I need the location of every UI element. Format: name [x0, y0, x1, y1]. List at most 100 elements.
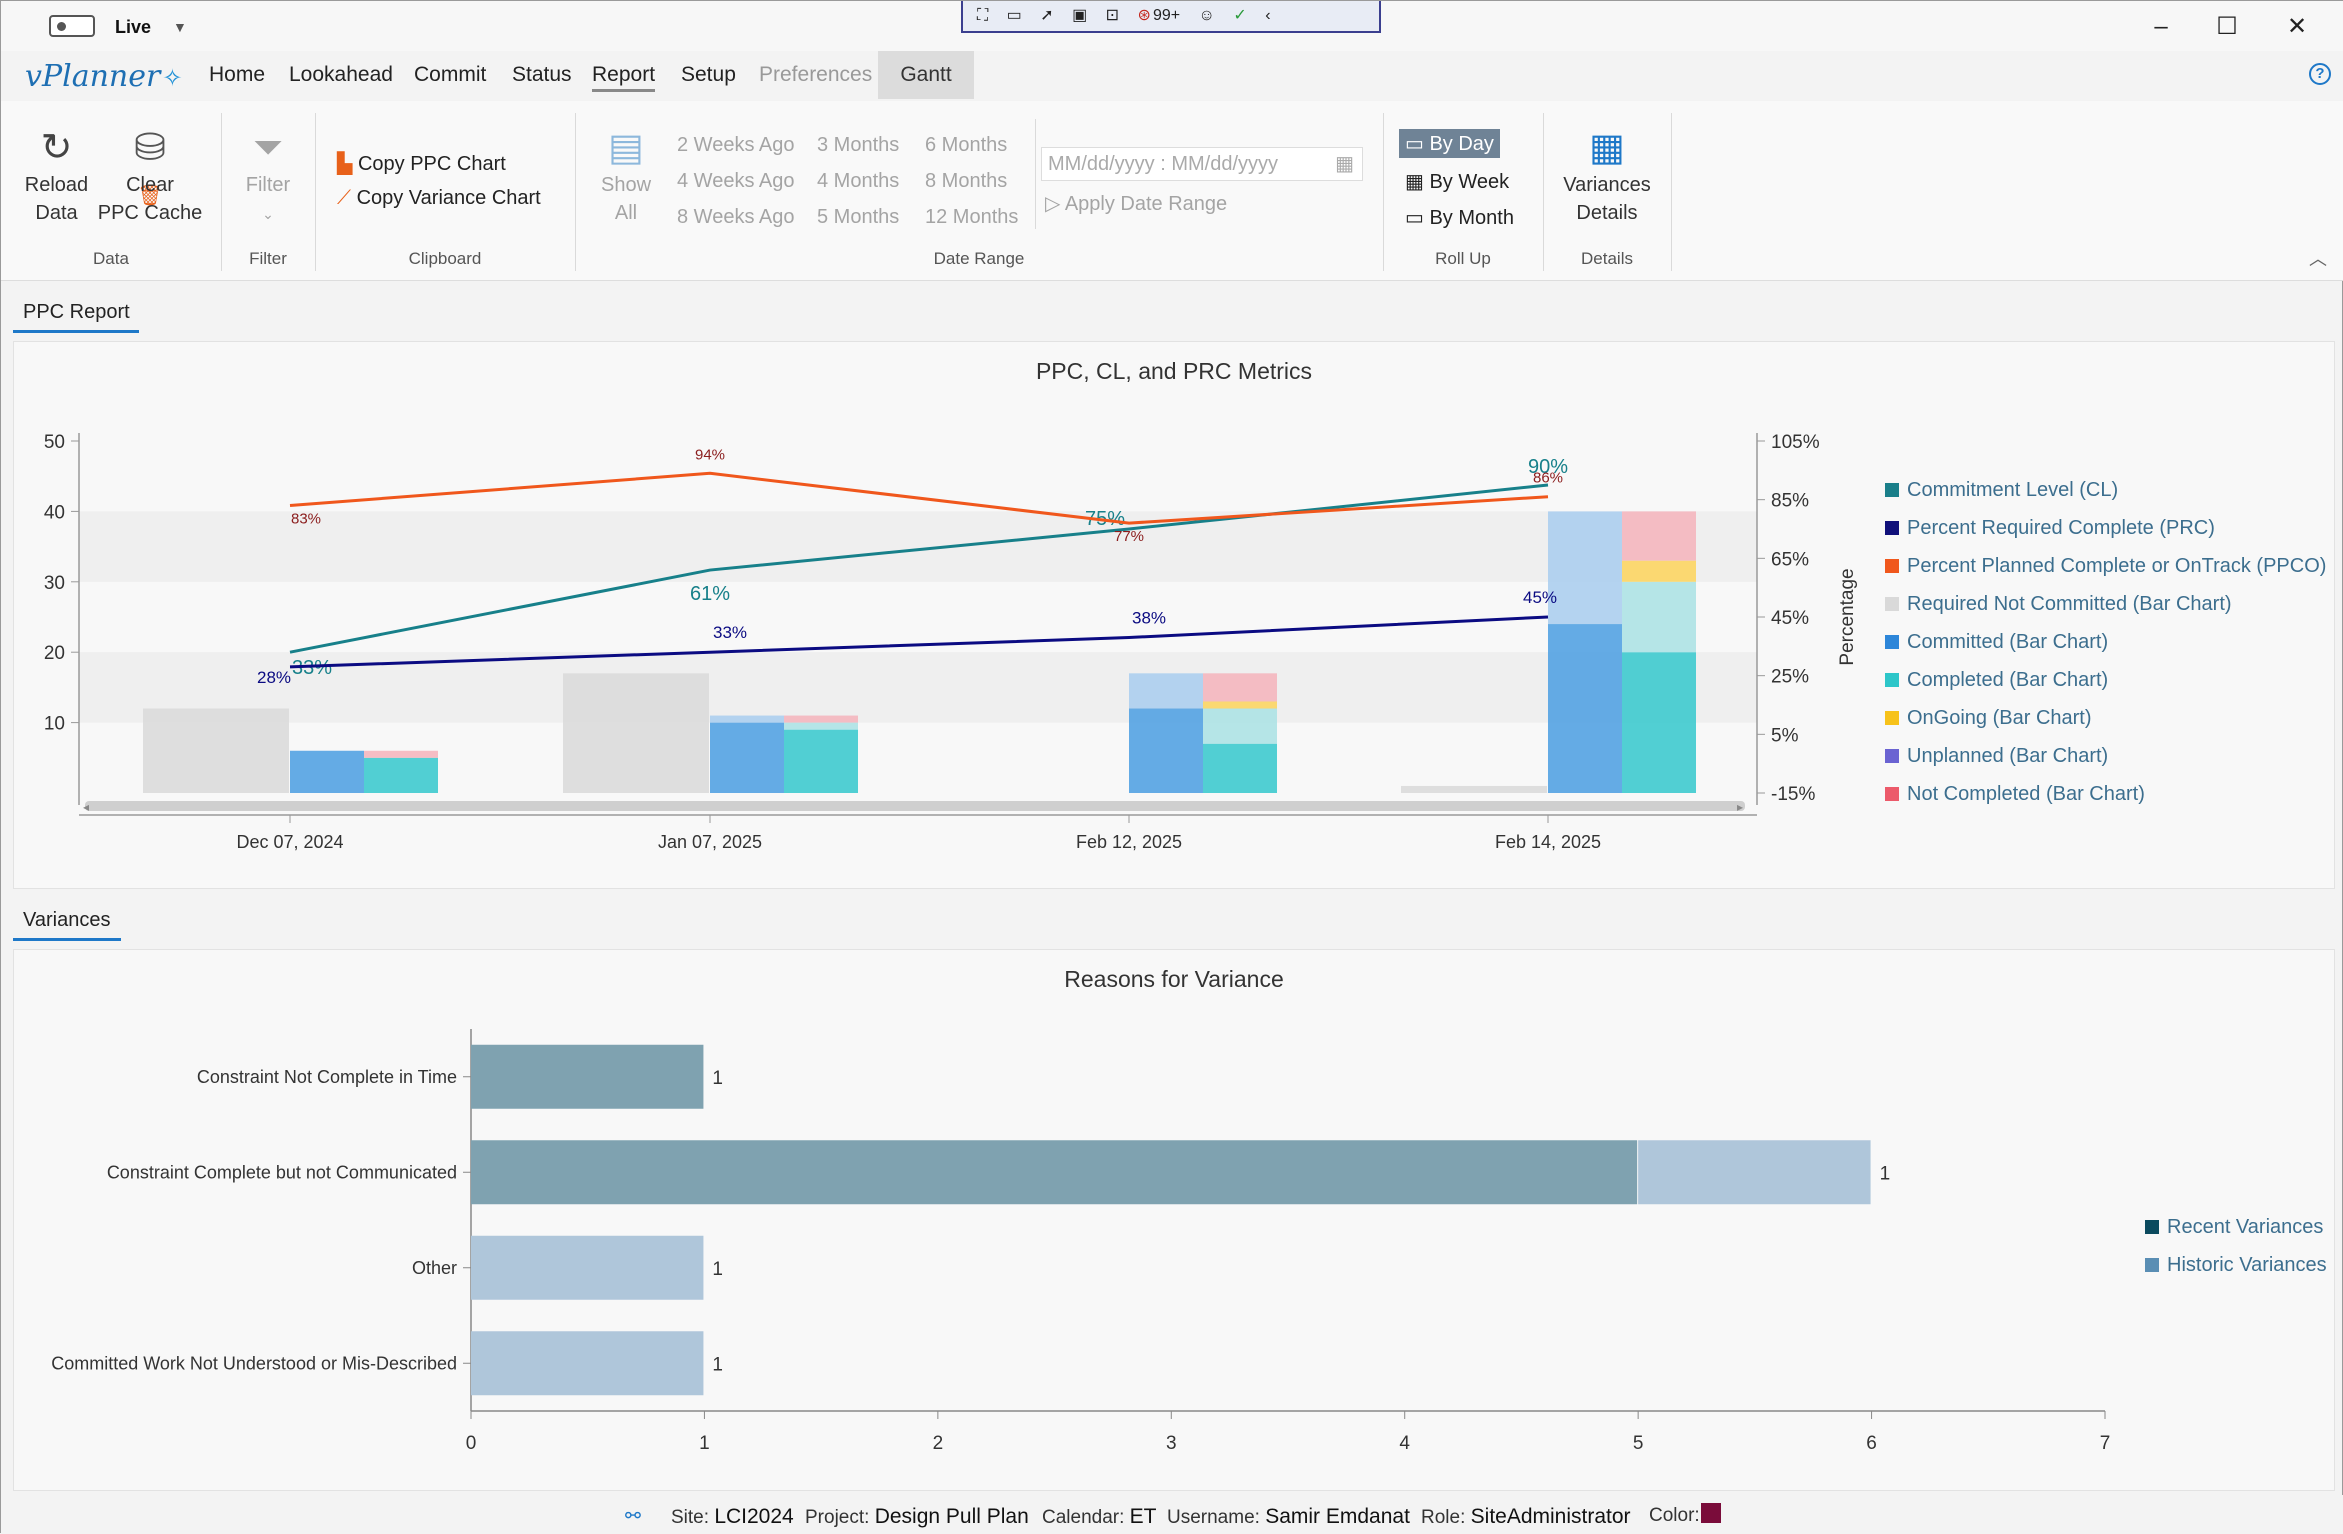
maximize-button[interactable]: ☐: [2216, 13, 2238, 40]
variance-bar: [1638, 1140, 1871, 1205]
bar-segment: [1203, 743, 1277, 793]
plot-band: [79, 511, 1757, 582]
live-toggle[interactable]: [29, 15, 109, 39]
legend-item[interactable]: Not Completed (Bar Chart): [1885, 783, 2145, 806]
legend-item[interactable]: Committed (Bar Chart): [1885, 631, 2108, 654]
menu-gantt[interactable]: Gantt: [878, 51, 974, 99]
check-icon[interactable]: ✓: [1233, 7, 1247, 24]
tab-variances[interactable]: Variances: [23, 909, 111, 931]
series-line: [289, 615, 1549, 669]
rollup-by-day[interactable]: ▭ By Day: [1399, 129, 1500, 158]
collapse-arrow-icon[interactable]: ‹: [1265, 7, 1271, 24]
ppc-chart: 10 20 30 40 50 105% 85% 65% 45% 25% 5% -15% Percenta…: [44, 432, 1858, 852]
apply-date-range-button: ▷ Apply Date Range: [1045, 191, 1227, 216]
inspect-icon[interactable]: ⊡: [1105, 7, 1120, 24]
legend-item[interactable]: Recent Variances: [2145, 1216, 2323, 1239]
data-label: 90%: [1528, 456, 1568, 478]
status-username-value: Samir Emdanat: [1265, 1505, 1410, 1528]
connection-icon: ⚯: [625, 1506, 641, 1527]
chart-copy-icon: ▙: [337, 153, 353, 175]
binding-errors-badge[interactable]: ⊛ 99+: [1138, 1, 1181, 31]
legend-item[interactable]: Unplanned (Bar Chart): [1885, 745, 2108, 768]
toggle-track[interactable]: [49, 15, 95, 37]
legend-swatch: [1885, 521, 1899, 535]
bar-segment: [563, 673, 709, 793]
legend-label: Historic Variances: [2167, 1254, 2327, 1276]
range-4-weeks-ago: 4 Weeks Ago: [677, 170, 795, 192]
legend-item[interactable]: Completed (Bar Chart): [1885, 669, 2108, 692]
bar-segment: [1548, 511, 1622, 625]
bar-segment: [1401, 785, 1547, 793]
pointer-icon[interactable]: ➚: [1040, 7, 1054, 24]
variance-bar: [471, 1235, 704, 1300]
copy-ppc-label: Copy PPC Chart: [357, 153, 506, 175]
legend-item[interactable]: Required Not Committed (Bar Chart): [1885, 593, 2232, 616]
collapse-ribbon-icon[interactable]: ︿: [2309, 249, 2327, 269]
filter-label: Filter: [245, 174, 291, 196]
chart-scrollbar: [85, 801, 1745, 811]
select-element-icon[interactable]: ⛶: [977, 7, 989, 24]
copy-ppc-chart-button[interactable]: ▙ Copy PPC Chart: [337, 151, 506, 176]
reload-data-button[interactable]: ↻ Reload Data: [19, 127, 94, 227]
menu-report[interactable]: Report: [592, 63, 656, 92]
y-tick-label: 20: [44, 643, 65, 664]
variance-bar: [471, 1331, 704, 1396]
y-tick-label: Other: [412, 1258, 457, 1278]
status-username-label: Username:: [1167, 1507, 1260, 1528]
calendar-icon[interactable]: ▦: [1335, 153, 1354, 175]
legend-label: Percent Required Complete (PRC): [1907, 517, 2215, 539]
y2-tick-label: 5%: [1771, 725, 1799, 746]
legend-item[interactable]: Historic Variances: [2145, 1254, 2327, 1277]
tab-ppc-report[interactable]: PPC Report: [23, 301, 130, 323]
clear-ppc-cache-button[interactable]: ⛁🗑 Clear PPC Cache: [96, 127, 204, 227]
data-label: 77%: [1114, 528, 1144, 545]
bar-segment: [364, 757, 438, 793]
variances-details-button[interactable]: ▦ Variances Details: [1557, 127, 1657, 227]
x-tick-label: 3: [1166, 1433, 1177, 1454]
reload-icon: ↻: [40, 127, 73, 169]
rollup-by-month[interactable]: ▭ By Month: [1405, 205, 1514, 230]
menu-lookahead[interactable]: Lookahead: [289, 63, 393, 86]
menu-commit[interactable]: Commit: [414, 63, 487, 86]
legend-swatch: [2145, 1220, 2159, 1234]
bar-segment: [1622, 652, 1696, 793]
binding-errors-count: 99+: [1152, 7, 1181, 24]
menu-setup[interactable]: Setup: [681, 63, 736, 86]
status-username: Username: Samir Emdanat: [1167, 1505, 1410, 1529]
legend-swatch: [1885, 787, 1899, 801]
bar-segment: [784, 722, 858, 730]
play-icon: ▷: [1045, 193, 1061, 215]
legend-item[interactable]: Percent Planned Complete or OnTrack (PPC…: [1885, 555, 2326, 578]
rollup-by-week[interactable]: ▦ By Week: [1405, 169, 1509, 194]
x-tick-label: Dec 07, 2024: [236, 832, 343, 852]
menu-status[interactable]: Status: [512, 63, 572, 86]
legend-item[interactable]: Commitment Level (CL): [1885, 479, 2118, 502]
quick-access-dropdown-icon[interactable]: ▼: [173, 19, 187, 35]
status-project: Project: Design Pull Plan: [805, 1505, 1029, 1529]
data-label: 61%: [690, 583, 730, 605]
accessibility-icon[interactable]: ☺: [1198, 7, 1215, 24]
menu-home[interactable]: Home: [209, 63, 266, 86]
date-range-input[interactable]: MM/dd/yyyy : MM/dd/yyyy ▦: [1041, 147, 1363, 181]
close-button[interactable]: ✕: [2286, 13, 2308, 40]
toggle-knob: [57, 22, 66, 31]
calendar-week-icon: ▦: [1405, 171, 1424, 193]
database-clear-icon: ⛁🗑: [134, 127, 166, 207]
help-icon[interactable]: ?: [2309, 63, 2331, 85]
group-label-filter: Filter: [249, 249, 287, 268]
copy-variance-chart-button[interactable]: ⟋ Copy Variance Chart: [337, 187, 541, 210]
group-label-clipboard: Clipboard: [408, 249, 482, 268]
data-label: 45%: [1523, 588, 1557, 607]
minimize-button[interactable]: –: [2154, 13, 2168, 40]
legend-item[interactable]: Percent Required Complete (PRC): [1885, 517, 2215, 540]
legend-swatch: [2145, 1258, 2159, 1272]
legend-item[interactable]: OnGoing (Bar Chart): [1885, 707, 2092, 730]
table-grid-icon: ▦: [1589, 127, 1625, 169]
record-icon[interactable]: ▭: [1006, 7, 1022, 24]
filter-chevron-down-icon: ⌄: [262, 206, 274, 222]
data-label: 86%: [1533, 470, 1563, 487]
x-tick-label: Jan 07, 2025: [658, 832, 762, 852]
bar-segment: [143, 708, 289, 793]
layout-icon[interactable]: ▣: [1072, 7, 1088, 24]
